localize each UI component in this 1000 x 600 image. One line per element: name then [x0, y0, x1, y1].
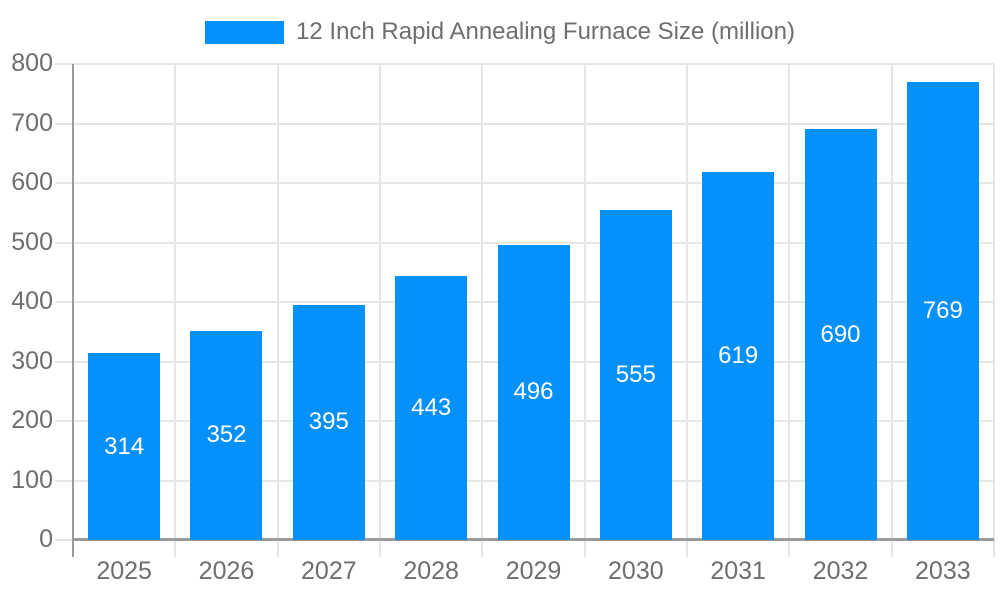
legend-swatch-icon	[205, 20, 285, 44]
v-gridline	[174, 64, 177, 557]
x-axis-tick-label: 2032	[812, 557, 869, 585]
legend-item[interactable]: 12 Inch Rapid Annealing Furnace Size (mi…	[205, 18, 795, 46]
bar-value-label: 619	[718, 341, 759, 369]
x-axis-tick-label: 2027	[301, 557, 357, 585]
bar-2026: 352	[190, 330, 263, 540]
v-gridline	[481, 64, 484, 557]
plot-area: 0 100 200 300 400 500 600 700 800 2025 2026 2027 20…	[11, 49, 995, 585]
h-gridline	[55, 241, 994, 244]
y-axis-tick-label: 300	[11, 346, 53, 375]
x-axis-tick-label: 2033	[915, 557, 971, 585]
bar-2031: 619	[702, 171, 775, 540]
bar-2028: 443	[395, 276, 468, 540]
y-axis-line	[72, 64, 74, 557]
y-axis-tick-label: 800	[11, 48, 53, 77]
bar-2029: 496	[497, 244, 570, 540]
x-axis-tick-label: 2025	[96, 557, 152, 585]
y-axis-tick-label: 600	[11, 167, 53, 196]
x-axis-tick-label: 2030	[608, 557, 664, 585]
bar-2027: 395	[292, 304, 365, 540]
bar-value-label: 314	[104, 432, 145, 460]
v-gridline	[993, 64, 995, 557]
x-axis-tick-label: 2026	[198, 557, 255, 585]
bar-value-label: 769	[922, 297, 963, 325]
v-gridline	[378, 64, 381, 557]
bar-2033: 769	[906, 82, 979, 540]
bar-2025: 314	[88, 353, 161, 540]
y-axis-tick-label: 200	[11, 405, 53, 434]
h-gridline	[55, 182, 994, 184]
bar-value-label: 443	[411, 394, 452, 422]
h-gridline	[55, 63, 994, 65]
y-axis-tick-label: 0	[39, 524, 53, 553]
legend: 12 Inch Rapid Annealing Furnace Size (mi…	[0, 18, 1000, 46]
bar-value-label: 496	[513, 378, 554, 406]
h-gridline	[55, 122, 994, 125]
y-axis-tick-label: 400	[11, 286, 53, 315]
x-axis-tick-label: 2031	[710, 557, 766, 585]
v-gridline	[788, 64, 791, 557]
bar-value-label: 690	[820, 320, 861, 348]
v-gridline	[685, 64, 688, 557]
v-gridline	[583, 64, 586, 557]
y-axis-tick-label: 700	[11, 108, 53, 137]
bar-2030: 555	[599, 209, 672, 540]
legend-label: 12 Inch Rapid Annealing Furnace Size (mi…	[296, 18, 795, 45]
x-axis-tick-label: 2028	[403, 557, 459, 585]
bar-value-label: 395	[308, 408, 349, 436]
bar-value-label: 555	[615, 360, 656, 388]
bar-value-label: 352	[206, 421, 247, 449]
y-axis-tick-label: 100	[11, 465, 53, 494]
bar-2032: 690	[804, 129, 877, 540]
x-axis-tick-label: 2029	[505, 557, 562, 585]
y-axis-tick-label: 500	[11, 227, 53, 256]
v-gridline	[890, 64, 893, 557]
y-axis-zero-tick	[55, 539, 73, 541]
v-gridline	[276, 64, 279, 557]
